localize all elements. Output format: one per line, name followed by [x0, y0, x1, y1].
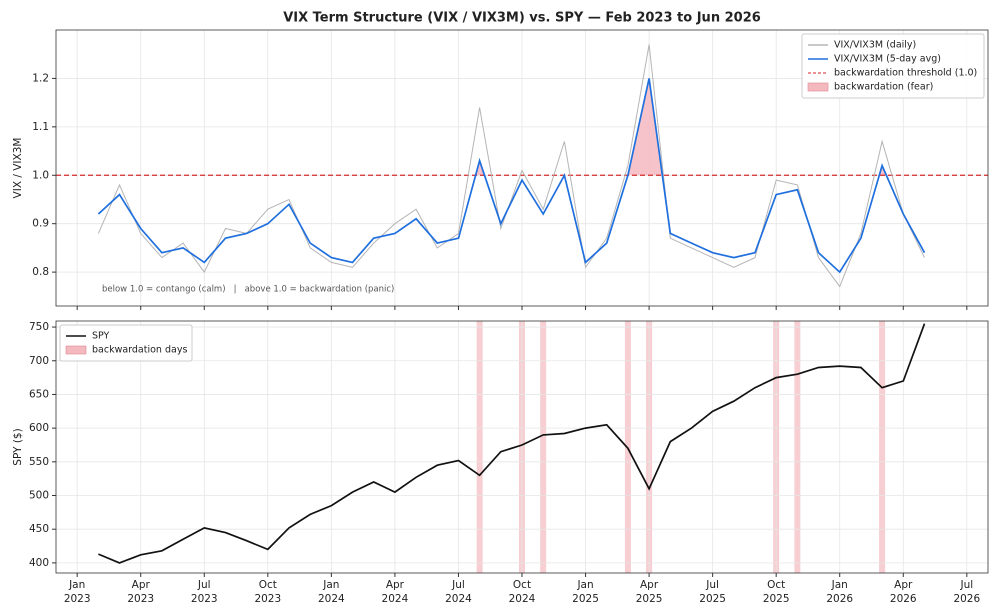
x-tick-label: Jul 2026 — [953, 579, 980, 605]
legend-box — [59, 324, 193, 362]
x-tick-label: Jul 2023 — [191, 579, 218, 605]
y-axis-label: SPY ($) — [12, 428, 24, 465]
y-tick-label: 1.0 — [32, 169, 49, 181]
y-tick-label: 0.9 — [32, 218, 49, 230]
legend-swatch — [807, 82, 829, 92]
series-line — [97, 78, 926, 274]
plot-frame — [55, 29, 989, 307]
x-tick-label: Oct 2023 — [254, 579, 281, 605]
y-tick-label: 650 — [29, 388, 49, 400]
x-tick-label: Oct 2024 — [509, 579, 536, 605]
legend-box — [801, 33, 985, 99]
x-tick-label: Apr 2024 — [382, 579, 409, 605]
x-tick-label: Apr 2023 — [127, 579, 154, 605]
legend-swatch — [65, 345, 87, 355]
legend-label: VIX/VIX3M (daily) — [834, 40, 916, 51]
y-tick-label: 550 — [29, 456, 49, 468]
series-line — [98, 323, 926, 564]
y-tick-label: 750 — [29, 321, 49, 333]
backwardation-band — [476, 321, 483, 573]
chart-title: VIX Term Structure (VIX / VIX3M) vs. SPY… — [283, 11, 761, 26]
legend-label: SPY — [92, 331, 110, 342]
legend-label: VIX/VIX3M (5-day avg) — [834, 54, 941, 65]
x-tick-label: Jan 2024 — [318, 579, 345, 605]
y-tick-label: 500 — [29, 490, 49, 502]
x-tick-label: Jan 2026 — [826, 579, 853, 605]
y-axis-label: VIX / VIX3M — [12, 138, 24, 199]
x-tick-label: Oct 2025 — [763, 579, 790, 605]
series-line — [97, 44, 925, 288]
x-tick-label: Jan 2025 — [572, 579, 599, 605]
backwardation-band — [624, 321, 631, 573]
plot-frame — [55, 320, 989, 574]
legend-label: backwardation (fear) — [834, 82, 933, 93]
y-tick-label: 1.2 — [32, 72, 49, 84]
x-tick-label: Jul 2024 — [445, 579, 472, 605]
x-tick-label: Jan 2023 — [64, 579, 91, 605]
backwardation-band — [540, 321, 547, 573]
legend-label: backwardation days — [92, 345, 187, 356]
x-tick-label: Jul 2025 — [699, 579, 726, 605]
x-tick-label: Apr 2025 — [636, 579, 663, 605]
x-tick-label: Apr 2026 — [890, 579, 917, 605]
y-tick-label: 600 — [29, 422, 49, 434]
y-tick-label: 400 — [29, 557, 49, 569]
y-tick-label: 1.1 — [32, 121, 49, 133]
y-tick-label: 700 — [29, 355, 49, 367]
y-tick-label: 450 — [29, 523, 49, 535]
legend-label: backwardation threshold (1.0) — [834, 68, 977, 79]
annotation: below 1.0 = contango (calm) | above 1.0 … — [102, 285, 394, 295]
y-tick-label: 0.8 — [32, 266, 49, 278]
backwardation-band — [794, 321, 801, 573]
backwardation-band — [879, 321, 886, 573]
